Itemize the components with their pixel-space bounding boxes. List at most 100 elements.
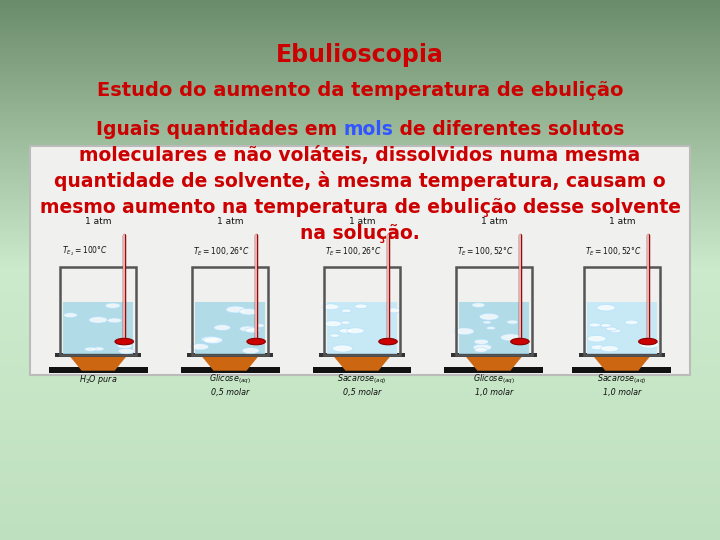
Circle shape: [191, 343, 209, 350]
Circle shape: [117, 343, 132, 349]
Circle shape: [507, 320, 518, 324]
Circle shape: [84, 347, 96, 351]
Circle shape: [454, 328, 474, 335]
Text: $T_E=100,26°C$: $T_E=100,26°C$: [194, 246, 251, 258]
Bar: [60, 267, 136, 355]
Text: 1 atm: 1 atm: [481, 217, 507, 226]
Circle shape: [330, 334, 340, 338]
Polygon shape: [200, 355, 260, 370]
Bar: [456, 267, 532, 355]
Text: Glicose$_{(aq)}$
1,0 molar: Glicose$_{(aq)}$ 1,0 molar: [473, 373, 515, 396]
Circle shape: [118, 340, 132, 345]
Circle shape: [240, 326, 256, 332]
Bar: [354, 355, 370, 367]
Text: moleculares e não voláteis, dissolvidos numa mesma: moleculares e não voláteis, dissolvidos …: [79, 146, 641, 165]
Circle shape: [474, 348, 487, 352]
Polygon shape: [592, 355, 652, 370]
Circle shape: [600, 323, 611, 327]
Circle shape: [600, 346, 618, 352]
Circle shape: [242, 348, 259, 354]
Polygon shape: [464, 355, 523, 370]
Bar: [486, 355, 502, 367]
Circle shape: [245, 328, 259, 333]
Text: na solução.: na solução.: [300, 224, 420, 243]
Text: mesmo aumento na temperatura de ebulição desse solvente: mesmo aumento na temperatura de ebulição…: [40, 198, 680, 217]
Circle shape: [324, 321, 342, 327]
Circle shape: [387, 308, 401, 313]
Circle shape: [115, 339, 133, 345]
Text: 1 atm: 1 atm: [608, 217, 635, 226]
Circle shape: [625, 320, 638, 325]
Circle shape: [202, 336, 219, 342]
Circle shape: [472, 303, 485, 307]
Bar: [30, 146, 690, 375]
Circle shape: [483, 321, 491, 324]
Bar: [324, 267, 400, 355]
Bar: [181, 367, 279, 373]
Circle shape: [341, 309, 351, 313]
Circle shape: [480, 313, 499, 320]
Bar: [459, 302, 529, 354]
Bar: [195, 302, 266, 354]
Circle shape: [339, 328, 352, 333]
Text: quantidade de solvente, à mesma temperatura, causam o: quantidade de solvente, à mesma temperat…: [54, 171, 666, 192]
Bar: [187, 354, 273, 357]
Text: Iguais quantidades em: Iguais quantidades em: [96, 120, 343, 139]
Circle shape: [500, 334, 521, 341]
Bar: [584, 267, 660, 355]
Circle shape: [226, 306, 246, 313]
Bar: [55, 354, 141, 357]
Bar: [90, 355, 106, 367]
Text: Sacarose$_{(aq)}$
0,5 molar: Sacarose$_{(aq)}$ 0,5 molar: [337, 373, 387, 396]
Circle shape: [640, 341, 660, 348]
Circle shape: [606, 327, 616, 331]
Bar: [312, 367, 411, 373]
Bar: [572, 367, 671, 373]
Circle shape: [597, 305, 616, 311]
Text: 1 atm: 1 atm: [85, 217, 112, 226]
Circle shape: [589, 323, 600, 327]
Text: 1 atm: 1 atm: [217, 217, 243, 226]
Bar: [444, 367, 544, 373]
Circle shape: [63, 313, 77, 318]
Bar: [327, 302, 397, 354]
Circle shape: [341, 321, 351, 325]
Circle shape: [354, 304, 368, 308]
Circle shape: [332, 345, 353, 352]
Circle shape: [591, 345, 605, 350]
Circle shape: [214, 325, 230, 330]
Text: Sacarose$_{(aq)}$
1,0 molar: Sacarose$_{(aq)}$ 1,0 molar: [597, 373, 647, 396]
Bar: [192, 267, 268, 355]
Circle shape: [610, 329, 621, 333]
Bar: [614, 355, 630, 367]
Circle shape: [474, 339, 489, 345]
Circle shape: [473, 344, 492, 350]
Text: $T_E=100,52°C$: $T_E=100,52°C$: [457, 246, 514, 258]
Bar: [49, 367, 148, 373]
Bar: [579, 354, 665, 357]
Circle shape: [204, 337, 222, 343]
Circle shape: [347, 328, 364, 334]
Circle shape: [92, 347, 104, 351]
Bar: [587, 302, 657, 354]
Circle shape: [89, 316, 107, 323]
Bar: [222, 355, 238, 367]
Circle shape: [510, 339, 529, 345]
Circle shape: [247, 339, 266, 345]
Text: $T_E=100,26°C$: $T_E=100,26°C$: [325, 246, 382, 258]
Circle shape: [118, 348, 134, 354]
Text: Ebulioscopia: Ebulioscopia: [276, 43, 444, 67]
Polygon shape: [68, 355, 128, 370]
Polygon shape: [333, 355, 392, 370]
Text: Glicose$_{(aq)}$
0,5 molar: Glicose$_{(aq)}$ 0,5 molar: [209, 373, 251, 396]
Circle shape: [107, 318, 122, 323]
Circle shape: [322, 304, 339, 310]
Circle shape: [379, 339, 397, 345]
Text: $H_2O$ pura: $H_2O$ pura: [79, 373, 117, 386]
Text: Estudo do aumento da temperatura de ebulição: Estudo do aumento da temperatura de ebul…: [96, 81, 624, 100]
Circle shape: [120, 339, 135, 344]
Text: de diferentes solutos: de diferentes solutos: [393, 120, 624, 139]
Circle shape: [487, 327, 495, 330]
Bar: [319, 354, 405, 357]
Circle shape: [587, 335, 606, 342]
